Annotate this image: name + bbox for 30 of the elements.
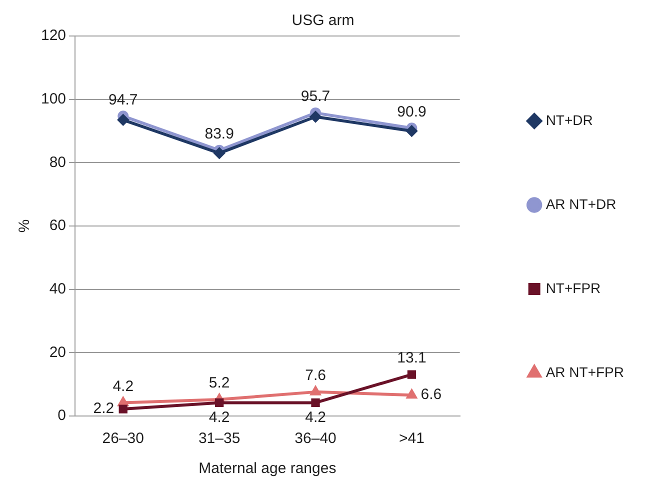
data-label: 90.9 (397, 103, 426, 120)
data-label: 4.2 (305, 408, 326, 426)
data-label: 6.6 (420, 386, 442, 404)
x-tick-label: 31–35 (198, 430, 240, 448)
data-label: 4.2 (112, 378, 134, 395)
y-tick-label: 120 (40, 27, 66, 44)
data-label: 95.7 (300, 88, 330, 106)
data-label: 7.6 (305, 367, 326, 384)
data-label: 94.7 (108, 91, 138, 108)
legend-label: NT+DR (546, 112, 593, 128)
y-tick-label: 100 (40, 90, 66, 108)
legend-label: NT+FPR (546, 280, 601, 296)
y-tick-label: 40 (49, 280, 66, 298)
x-tick-label: 36–40 (294, 430, 336, 448)
y-tick-label: 0 (58, 407, 66, 424)
data-label: 5.2 (208, 374, 230, 392)
x-axis-title: Maternal age ranges (198, 460, 336, 478)
chart-title: USG arm (292, 12, 354, 30)
y-tick-label: 20 (49, 344, 66, 361)
legend-label: AR NT+DR (546, 196, 616, 212)
data-label: 4.2 (208, 408, 230, 426)
legend-label: AR NT+FPR (546, 364, 624, 380)
y-tick-label: 80 (49, 154, 66, 171)
data-label: 2.2 (93, 400, 114, 418)
x-tick-label: 26–30 (102, 430, 144, 448)
y-tick-label: 60 (49, 217, 66, 234)
data-label: 13.1 (397, 350, 426, 367)
x-tick-label: >41 (399, 430, 424, 448)
data-label: 83.9 (204, 125, 234, 142)
y-axis-title: % (16, 219, 34, 233)
